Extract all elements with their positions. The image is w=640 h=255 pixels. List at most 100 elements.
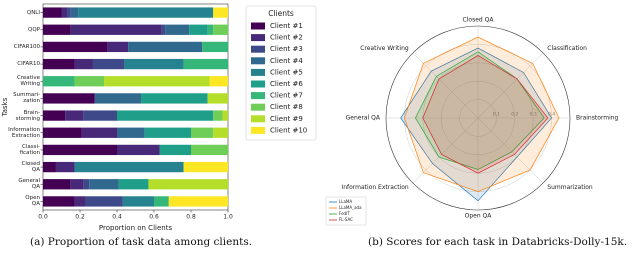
legend-swatch <box>251 126 265 134</box>
axis-label: Brainstorming <box>576 115 619 122</box>
grid-spoke <box>412 117 479 184</box>
axis-label: Creative Writing <box>360 45 409 52</box>
legend-label: Client #6 <box>270 80 303 88</box>
y-tick-label: Creative Writing <box>16 75 40 88</box>
bar-segment <box>43 144 117 156</box>
bar-segment <box>74 58 93 70</box>
y-axis-label: Tasks <box>1 97 9 117</box>
bar-segment <box>43 24 71 35</box>
y-tick-label: General QA <box>18 178 40 191</box>
bar-segment <box>74 161 184 173</box>
bar-segment <box>191 127 214 138</box>
bar-segment <box>161 24 166 35</box>
y-tick-label: Closed QA <box>21 161 40 174</box>
x-tick-label: 0.2 <box>75 214 85 221</box>
x-tick-label: 0.0 <box>38 214 48 221</box>
bar-segment <box>191 144 228 156</box>
bar-segment <box>70 24 162 35</box>
bar-segment <box>128 41 203 53</box>
bar-segment <box>61 7 68 18</box>
bar-segment <box>183 161 228 173</box>
legend-label: LLaMA_ada <box>339 205 362 210</box>
bar-segment <box>78 7 214 18</box>
radar-series <box>422 55 549 174</box>
bar-segment <box>43 196 75 207</box>
legend-label: Client #4 <box>270 57 303 65</box>
bar-segment <box>122 196 154 207</box>
r-tick-label: 0.1 <box>493 112 500 118</box>
legend-swatch <box>251 34 265 42</box>
bar-segment <box>207 93 228 104</box>
bar-segment <box>43 76 75 87</box>
bar-segment <box>83 179 90 190</box>
axis-label: Information Extraction <box>341 184 408 191</box>
bar-segment <box>154 196 169 207</box>
y-tick-label: Open QA <box>25 195 40 208</box>
bar-segment <box>43 127 82 138</box>
axis-label: Open QA <box>465 213 493 220</box>
y-tick-label: Brain- storming <box>15 109 40 122</box>
bar-segment <box>65 110 84 121</box>
bar-segment <box>43 110 66 121</box>
bar-segment <box>148 179 228 190</box>
legend-label: Client #10 <box>270 126 307 134</box>
bar-segment <box>117 144 160 156</box>
bar-segment <box>183 58 228 70</box>
legend-label: Client #7 <box>270 92 303 100</box>
bar-segment <box>43 179 71 190</box>
axis-label: General QA <box>346 115 381 122</box>
grid-spoke <box>412 52 479 119</box>
legend-label: Client #1 <box>270 22 303 30</box>
legend-swatch <box>251 92 265 100</box>
bar-segment <box>213 7 228 18</box>
bar-segment <box>43 41 108 53</box>
bar-segment <box>70 7 79 18</box>
bar-segment <box>43 7 62 18</box>
bar-segment <box>74 196 86 207</box>
bar-segment <box>141 93 208 104</box>
legend-label: FL-SAC <box>339 217 353 222</box>
x-axis-label: Proportion on Clients <box>99 224 173 232</box>
legend-swatch <box>251 103 265 111</box>
grid-spoke <box>477 52 544 119</box>
y-tick-label: QQP <box>28 26 40 33</box>
bar-segment <box>55 161 75 173</box>
axis-label: Summarization <box>547 184 593 191</box>
bar-segment <box>107 41 129 53</box>
x-tick-label: 0.6 <box>149 214 159 221</box>
y-tick-label: CIFAR10 <box>17 61 40 68</box>
radar-series <box>415 51 545 170</box>
bar-segment <box>43 58 75 70</box>
r-tick-label: 0.2 <box>511 112 518 118</box>
y-tick-label: Summari- zation <box>13 92 40 105</box>
bar-segment <box>83 110 117 121</box>
radar-series <box>404 36 560 192</box>
r-tick-label: 0.3 <box>530 112 537 118</box>
bar-segment <box>92 58 125 70</box>
y-tick-label: Classi- fication <box>19 143 40 156</box>
caption: (b) Scores for each task in Databricks-D… <box>368 236 628 248</box>
bar-segment <box>209 76 228 87</box>
legend-swatch <box>251 80 265 88</box>
legend-swatch <box>251 57 265 65</box>
bar-segment <box>213 24 228 35</box>
grid-spoke <box>477 117 544 184</box>
bar-segment <box>74 76 105 87</box>
bar-segment <box>94 93 142 104</box>
legend-swatch <box>251 22 265 30</box>
bar-segment <box>202 41 228 53</box>
legend-label: LLaMA <box>339 199 352 204</box>
legend-swatch <box>251 68 265 76</box>
radar-series <box>400 47 553 202</box>
bar-segment <box>104 76 210 87</box>
legend-label: FedIT <box>339 211 350 216</box>
bar-segment <box>67 7 71 18</box>
y-tick-label: QNLI <box>26 9 40 16</box>
axis-label: Closed QA <box>463 17 495 24</box>
bar-segment <box>81 127 117 138</box>
y-tick-label: Information Extraction <box>8 126 40 139</box>
legend-title: Clients <box>268 9 294 18</box>
legend-label: Client #3 <box>270 45 303 53</box>
